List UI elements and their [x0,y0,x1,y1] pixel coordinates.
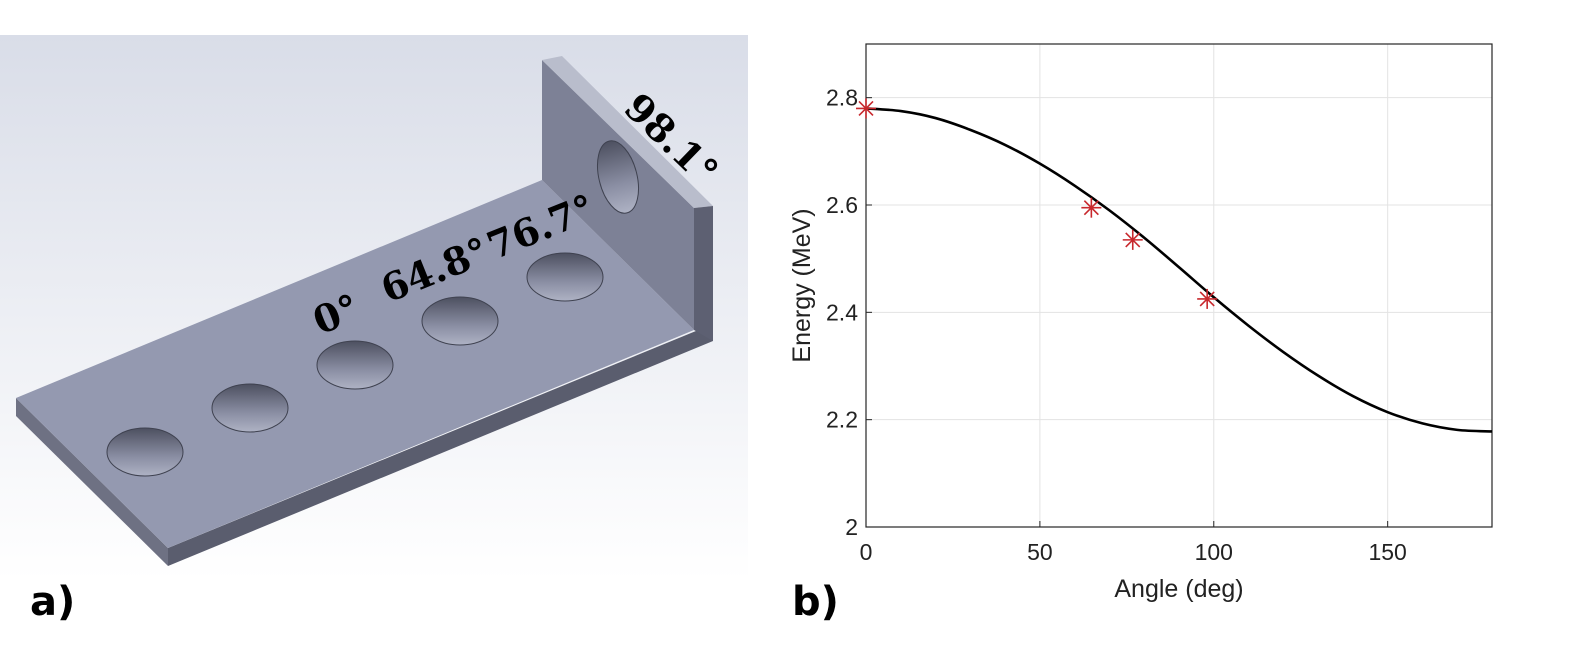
plot-area-frame [865,43,1493,528]
y-tick-label: 2.6 [826,192,858,218]
energy-curve [865,107,1493,433]
y-tick-label: 2.2 [826,407,858,433]
x-tick-label: 150 [1368,539,1406,565]
marker-stroke [858,100,874,116]
hole-2 [211,383,289,433]
hole-76-7deg [526,252,604,302]
marker-stroke [1083,200,1099,216]
plate-holes [106,140,639,477]
data-point-marker [1081,197,1102,218]
y-axis-title: Energy (MeV) [788,208,816,362]
panel-b-chart: 0 50 100 150 2 2.2 2.4 2.6 2.8 Angle (deg) Energ… [780,0,1586,664]
data-point-marker [856,98,876,119]
energy-angle-chart: 0 50 100 150 2 2.2 2.4 2.6 2.8 Angle (deg) Energ… [788,43,1493,625]
y-tick-label: 2.8 [826,85,858,111]
hole-64-8deg [421,296,499,346]
y-tick-label: 2 [845,514,858,540]
wall-side-face [694,206,713,341]
x-tick-label: 50 [1027,539,1053,565]
panel-a-label: a) [30,579,75,625]
x-axis-title: Angle (deg) [1114,575,1243,603]
bracket-illustration: 0° 64.8° 76.7° 98.1° a) [0,35,748,625]
data-point-marker [1122,229,1143,250]
plate-front-face [16,398,168,566]
y-tick-label: 2.4 [826,299,858,325]
tick-labels: 0 50 100 150 2 2.2 2.4 2.6 2.8 [826,85,1407,565]
marker-stroke [1199,291,1215,307]
hole-98-1deg [597,140,639,214]
x-tick-label: 0 [860,539,873,565]
wall-edge [542,56,713,208]
panel-b-label: b) [792,579,839,625]
hole-1 [106,427,184,477]
grid [865,44,1492,528]
plate-long-side [168,324,713,566]
series [856,98,1493,433]
hole-0deg [316,340,394,390]
x-tick-label: 100 [1195,539,1233,565]
marker-stroke [1125,232,1141,248]
panel-a-bracket-render: 0° 64.8° 76.7° 98.1° a) [0,0,770,664]
data-point-marker [1197,288,1218,309]
